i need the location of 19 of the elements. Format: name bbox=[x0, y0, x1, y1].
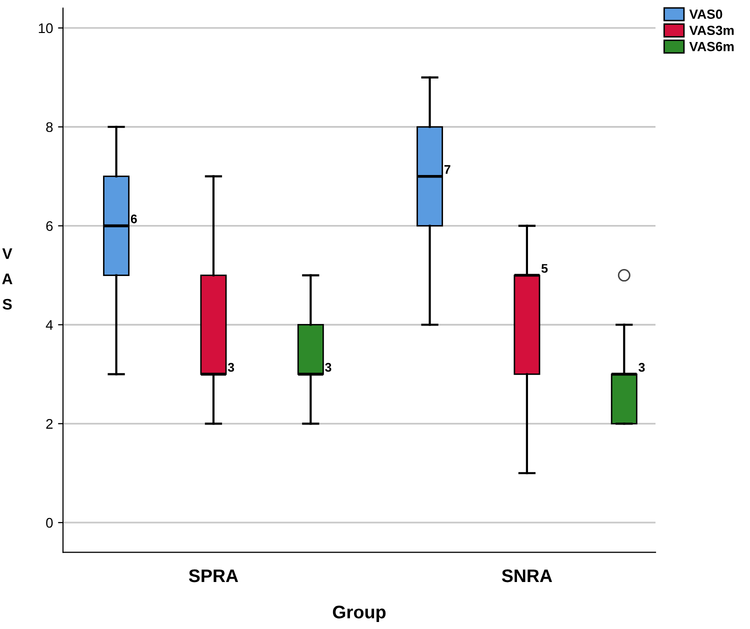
text: 7 bbox=[444, 165, 450, 174]
text: 6 bbox=[130, 214, 137, 224]
x-tick-label: SNRA bbox=[502, 569, 552, 582]
legend-label: VAS3m bbox=[689, 26, 734, 36]
x-tick-label: SPRA bbox=[188, 569, 238, 582]
text: 3 bbox=[638, 362, 645, 372]
legend-label: VAS6m bbox=[689, 42, 734, 52]
y-tick-label: 8 bbox=[46, 122, 53, 132]
legend-label: VAS0 bbox=[689, 10, 722, 19]
text: 5 bbox=[541, 264, 548, 273]
y-tick-label: 2 bbox=[46, 418, 53, 429]
y-tick-label: 4 bbox=[46, 320, 53, 330]
y-tick-label: 10 bbox=[38, 23, 53, 34]
y-axis-title: VAS bbox=[2, 248, 12, 310]
y-tick-label: 0 bbox=[46, 518, 53, 528]
text: 3 bbox=[228, 362, 234, 372]
text: 3 bbox=[325, 362, 332, 372]
x-axis-title: Group bbox=[332, 606, 386, 622]
y-tick-label: 6 bbox=[46, 221, 53, 231]
